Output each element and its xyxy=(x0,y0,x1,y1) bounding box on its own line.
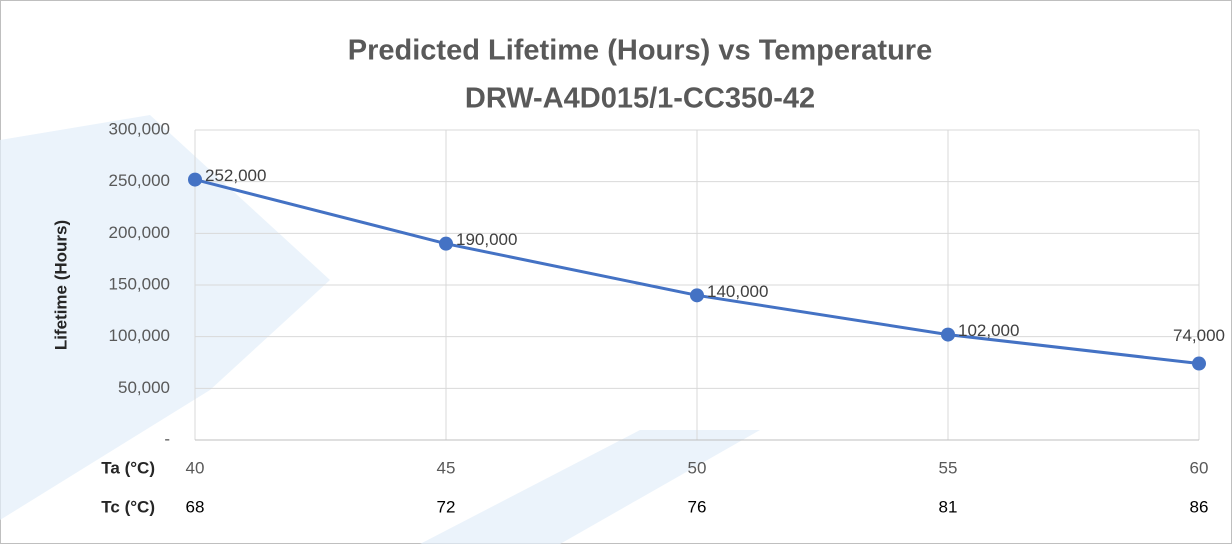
watermark xyxy=(420,430,760,544)
secondary-x-label: 81 xyxy=(939,497,958,516)
data-point xyxy=(941,327,955,342)
y-tick-label: 300,000 xyxy=(109,119,170,138)
data-point xyxy=(188,172,202,187)
y-tick-label: - xyxy=(164,429,170,448)
y-tick-label: 200,000 xyxy=(109,223,170,242)
y-tick-label: 100,000 xyxy=(109,326,170,345)
watermark xyxy=(0,115,330,520)
x-tick-label: 45 xyxy=(437,458,456,477)
secondary-x-label: 86 xyxy=(1190,497,1209,516)
chart-subtitle: DRW-A4D015/1-CC350-42 xyxy=(465,83,815,115)
secondary-x-label: 76 xyxy=(688,497,707,516)
y-tick-label: 50,000 xyxy=(118,378,170,397)
data-label: 140,000 xyxy=(707,282,768,301)
secondary-x-label: 72 xyxy=(437,497,456,516)
data-point xyxy=(690,288,704,303)
data-point xyxy=(1192,356,1206,371)
data-label: 102,000 xyxy=(958,321,1019,340)
x-tick-label: 40 xyxy=(186,458,205,477)
data-label: 74,000 xyxy=(1173,326,1225,345)
x-tick-label: 60 xyxy=(1190,458,1209,477)
secondary-x-label: Tc (°C) xyxy=(101,497,155,516)
y-axis-label: Lifetime (Hours) xyxy=(51,220,70,350)
x-tick-label: 50 xyxy=(688,458,707,477)
secondary-x-label: 68 xyxy=(186,497,205,516)
data-label: 190,000 xyxy=(456,230,517,249)
data-label: 252,000 xyxy=(205,166,266,185)
x-tick-label: 55 xyxy=(939,458,958,477)
y-tick-label: 250,000 xyxy=(109,171,170,190)
data-point xyxy=(439,236,453,251)
x-axis-label: Ta (°C) xyxy=(101,458,155,477)
y-tick-label: 150,000 xyxy=(109,274,170,293)
chart-title: Predicted Lifetime (Hours) vs Temperatur… xyxy=(348,35,932,67)
